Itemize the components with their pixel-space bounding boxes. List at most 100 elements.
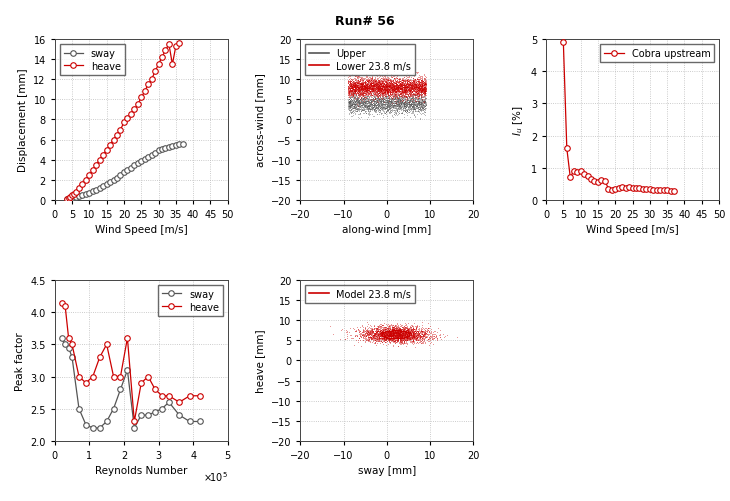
Point: [397, 326, 409, 334]
Point: [412, 334, 424, 342]
Point: [364, 77, 375, 85]
Point: [377, 329, 389, 337]
Point: [383, 333, 394, 341]
Point: [415, 100, 426, 108]
Point: [360, 99, 372, 107]
Point: [366, 97, 377, 105]
Point: [412, 99, 423, 107]
Point: [359, 83, 371, 91]
Point: [372, 88, 383, 96]
Point: [396, 99, 407, 107]
Point: [402, 331, 414, 339]
Point: [413, 83, 425, 91]
Point: [404, 87, 416, 95]
Point: [419, 88, 431, 96]
Point: [403, 332, 415, 340]
Point: [402, 92, 414, 100]
Point: [343, 100, 355, 108]
Point: [352, 103, 364, 111]
Point: [416, 75, 428, 83]
Point: [385, 85, 397, 93]
Point: [384, 88, 396, 96]
Point: [346, 86, 358, 94]
Point: [366, 75, 377, 83]
Point: [344, 101, 356, 109]
Point: [367, 81, 379, 89]
Point: [405, 80, 417, 88]
Point: [408, 78, 420, 86]
Point: [402, 103, 414, 111]
Point: [346, 99, 358, 107]
Point: [384, 79, 396, 87]
Point: [410, 85, 422, 93]
Point: [393, 84, 404, 92]
Point: [391, 103, 402, 111]
Point: [383, 86, 394, 94]
Point: [361, 93, 372, 101]
Point: [413, 323, 425, 331]
Point: [366, 84, 377, 92]
Point: [381, 334, 393, 342]
Point: [387, 84, 399, 92]
Point: [374, 80, 385, 88]
Point: [376, 332, 388, 340]
Point: [402, 327, 414, 335]
Point: [356, 95, 367, 103]
Point: [347, 105, 359, 113]
Point: [383, 87, 395, 95]
Point: [383, 334, 395, 342]
Point: [406, 332, 418, 340]
Point: [379, 86, 391, 94]
Point: [380, 329, 392, 337]
Point: [399, 82, 410, 90]
Point: [398, 84, 410, 92]
Point: [345, 83, 356, 91]
heave: [116, 127, 125, 133]
Point: [364, 80, 375, 88]
Point: [368, 337, 380, 345]
Point: [395, 84, 407, 92]
Point: [383, 336, 394, 344]
Point: [348, 93, 360, 101]
Point: [372, 102, 384, 110]
Point: [397, 89, 409, 97]
Point: [367, 106, 379, 114]
Point: [397, 100, 409, 108]
Point: [390, 98, 402, 106]
Point: [350, 84, 362, 92]
Point: [376, 330, 388, 338]
Point: [343, 105, 355, 113]
Point: [356, 330, 368, 338]
Point: [418, 99, 430, 107]
Point: [366, 85, 378, 93]
Point: [365, 84, 377, 92]
Point: [412, 82, 424, 90]
Point: [377, 329, 389, 337]
Point: [372, 98, 384, 106]
Point: [391, 323, 402, 331]
Point: [367, 90, 379, 98]
Point: [358, 104, 369, 112]
Point: [343, 103, 355, 111]
Point: [374, 333, 385, 341]
Point: [364, 93, 375, 101]
Point: [402, 84, 414, 92]
Point: [366, 101, 377, 109]
Point: [348, 82, 360, 90]
Point: [395, 328, 407, 336]
Point: [366, 86, 378, 94]
Point: [353, 88, 364, 96]
Point: [366, 100, 377, 108]
Point: [385, 88, 396, 96]
Point: [391, 85, 403, 93]
Point: [380, 332, 392, 340]
Point: [396, 334, 408, 342]
Point: [389, 335, 401, 343]
Point: [375, 88, 387, 96]
Point: [402, 333, 413, 341]
Point: [385, 327, 397, 335]
Point: [399, 323, 411, 331]
Point: [420, 103, 431, 111]
Point: [388, 329, 399, 337]
Point: [368, 92, 380, 100]
